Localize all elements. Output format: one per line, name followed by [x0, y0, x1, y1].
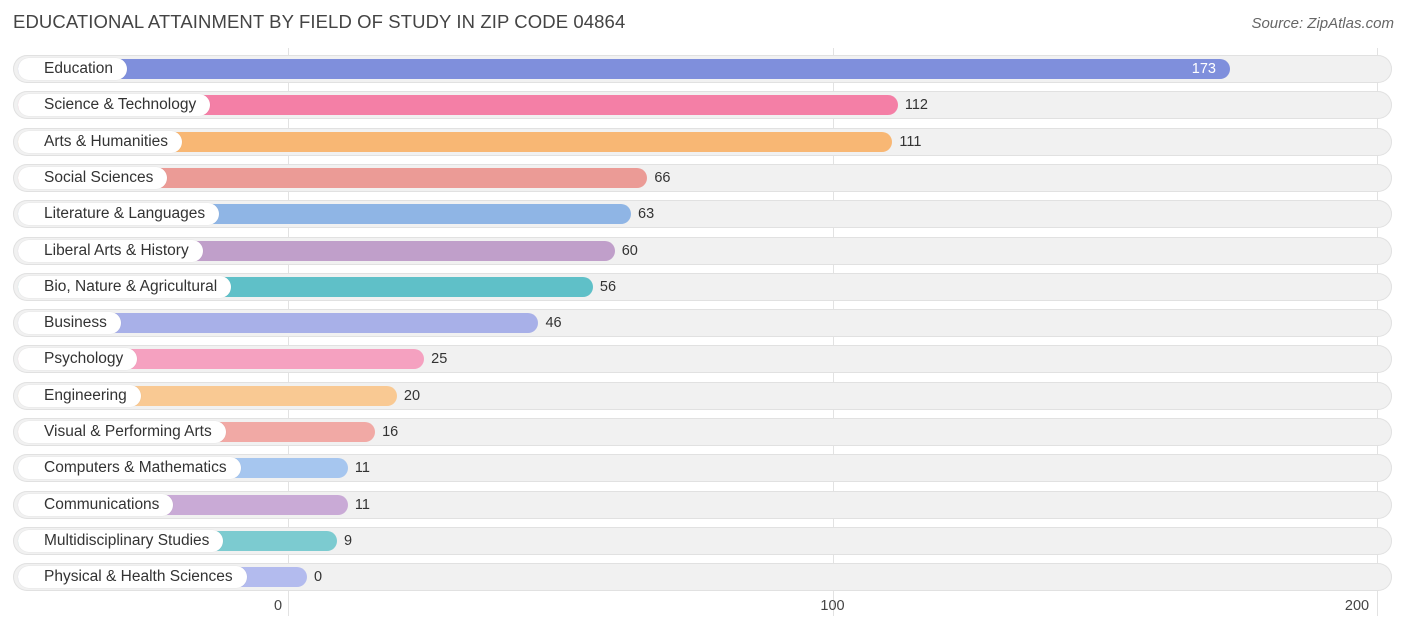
category-label: Literature & Languages [18, 203, 220, 226]
category-label: Multidisciplinary Studies [18, 529, 224, 552]
x-tick-label: 0 [273, 598, 283, 614]
category-label: Education [18, 58, 127, 80]
category-label: Psychology [18, 348, 138, 371]
source-label: Source: ZipAtlas.com [1251, 15, 1394, 32]
category-label: Engineering [18, 384, 141, 407]
category-label: Liberal Arts & History [18, 239, 203, 262]
category-label: Social Sciences [18, 166, 168, 189]
value-label: 112 [904, 97, 928, 114]
bar[interactable] [18, 59, 1230, 79]
category-label: Physical & Health Sciences [18, 566, 247, 589]
value-label: 173 [1191, 61, 1216, 77]
value-label: 25 [431, 351, 448, 368]
bar[interactable] [18, 95, 898, 116]
category-label: Arts & Humanities [18, 130, 183, 153]
value-label: 0 [314, 569, 323, 586]
bar[interactable] [18, 313, 539, 334]
value-label: 111 [899, 133, 922, 150]
value-label: 16 [382, 424, 399, 440]
bar[interactable] [18, 167, 648, 188]
value-label: 20 [403, 387, 421, 404]
category-label: Computers & Mathematics [18, 457, 241, 480]
category-label: Business [18, 312, 121, 335]
value-label: 66 [654, 169, 671, 186]
category-label: Communications [18, 493, 174, 516]
value-label: 11 [354, 460, 370, 477]
value-label: 56 [599, 278, 617, 295]
value-label: 63 [638, 206, 655, 223]
chart-title: EDUCATIONAL ATTAINMENT BY FIELD OF STUDY… [13, 11, 626, 32]
value-label: 9 [344, 532, 353, 549]
category-label: Bio, Nature & Agricultural [18, 275, 232, 298]
value-label: 46 [545, 315, 562, 332]
value-label: 60 [621, 242, 638, 259]
bar[interactable] [18, 131, 893, 152]
x-tick-label: 200 [1344, 598, 1370, 614]
x-tick-label: 100 [820, 598, 845, 614]
category-label: Visual & Performing Arts [18, 421, 226, 443]
value-label: 11 [354, 496, 370, 513]
category-label: Science & Technology [18, 94, 211, 117]
